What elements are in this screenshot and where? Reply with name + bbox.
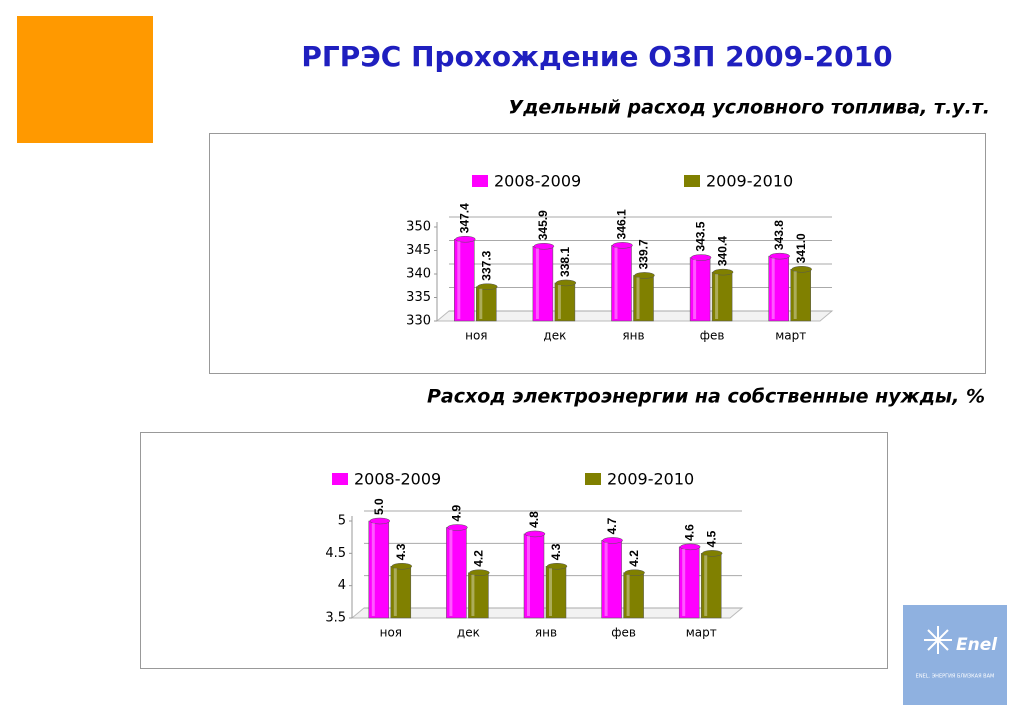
orange-block (17, 16, 153, 143)
legend-label: 2009-2010 (706, 172, 793, 191)
bar-shine (535, 248, 539, 319)
legend-label: 2008-2009 (494, 172, 581, 191)
value-label: 338.1 (558, 247, 572, 277)
slide-title: РГРЭС Прохождение ОЗП 2009-2010 (301, 40, 892, 73)
legend-swatch (332, 473, 348, 485)
value-label: 347.4 (457, 203, 471, 233)
x-tick-label: март (775, 329, 806, 343)
value-label: 343.8 (772, 220, 786, 250)
bar-cap (555, 279, 577, 287)
chart-frame (140, 432, 888, 669)
logo-name: Enel (956, 635, 998, 655)
x-tick-label: март (686, 626, 717, 640)
value-label: 337.3 (479, 250, 493, 280)
bar-shine (549, 568, 552, 616)
y-tick-label: 5 (338, 514, 346, 529)
bar-cap (447, 524, 468, 531)
chart-frame (209, 133, 986, 374)
value-label: 4.7 (605, 517, 619, 534)
y-tick-label: 340 (406, 267, 431, 282)
bar-shine (715, 274, 719, 319)
x-tick-label: дек (543, 329, 566, 343)
value-label: 4.3 (394, 543, 408, 560)
value-label: 4.6 (682, 524, 696, 541)
legend-swatch (472, 175, 488, 187)
value-label: 4.2 (627, 550, 641, 567)
x-tick-label: ноя (465, 329, 487, 343)
bar-cap (791, 266, 812, 273)
bar-cap (469, 569, 490, 576)
bar-shine (393, 568, 397, 616)
bar-shine (636, 277, 640, 319)
bar-shine (793, 271, 797, 319)
logo-box (903, 605, 1007, 705)
bar-cap (391, 563, 413, 570)
y-tick-label: 330 (406, 314, 431, 329)
value-label: 5.0 (372, 498, 386, 515)
legend-swatch (585, 473, 601, 485)
bar-cap (524, 530, 546, 538)
bar-shine (604, 542, 608, 616)
bar-shine (471, 574, 475, 616)
bar-shine (371, 523, 375, 616)
bar-shine (682, 548, 686, 616)
value-label: 4.5 (704, 530, 718, 547)
value-label: 345.9 (536, 210, 550, 240)
x-tick-label: фев (611, 626, 636, 640)
value-label: 343.5 (693, 221, 707, 251)
value-label: 339.7 (637, 239, 651, 269)
bar-cap (533, 243, 555, 250)
y-tick-label: 4 (338, 578, 346, 593)
bar-cap (701, 550, 723, 557)
bar-cap (546, 563, 568, 570)
value-label: 346.1 (615, 209, 629, 239)
value-label: 4.2 (472, 550, 486, 567)
x-tick-label: фев (700, 329, 725, 343)
y-tick-label: 3.5 (325, 611, 346, 626)
bar-shine (614, 247, 618, 319)
x-tick-label: дек (457, 626, 480, 640)
x-tick-label: янв (535, 626, 557, 640)
chart-title: Расход электроэнергии на собственные нуж… (427, 386, 985, 408)
bar-shine (527, 535, 530, 616)
value-label: 340.4 (715, 236, 729, 266)
logo-tagline: ENEL. ЭНЕРГИЯ БЛИЗКАЯ ВАМ (916, 674, 995, 680)
bar-cap (679, 543, 701, 551)
y-tick-label: 350 (406, 220, 431, 235)
bar-shine (479, 288, 483, 319)
legend-swatch (684, 175, 700, 187)
bar-shine (557, 284, 561, 319)
bar-cap (624, 569, 645, 576)
value-label: 4.9 (450, 504, 464, 521)
bar-cap (612, 242, 633, 249)
value-label: 4.8 (527, 511, 541, 528)
value-label: 4.3 (549, 543, 563, 560)
y-tick-label: 4.5 (325, 546, 346, 561)
y-tick-label: 335 (406, 290, 431, 305)
bar-shine (704, 555, 708, 616)
bar-cap (602, 537, 623, 544)
bar-cap (769, 252, 790, 260)
value-label: 341.0 (794, 233, 808, 263)
bar-cap (455, 235, 476, 243)
bar-shine (771, 258, 775, 319)
x-tick-label: ноя (380, 626, 402, 640)
bar-cap (712, 268, 734, 276)
legend-label: 2008-2009 (354, 470, 441, 489)
bar-cap (369, 517, 391, 525)
bar-shine (693, 259, 697, 319)
x-tick-label: янв (622, 329, 644, 343)
bar-shine (457, 241, 461, 319)
bar-cap (477, 283, 498, 290)
bar-shine (626, 574, 630, 616)
bar-cap (690, 254, 712, 261)
logo-icon (924, 626, 952, 654)
y-tick-label: 345 (406, 243, 431, 258)
bar-cap (634, 272, 655, 279)
bar-shine (449, 529, 453, 616)
chart-title: Удельный расход условного топлива, т.у.т… (508, 97, 990, 119)
legend-label: 2009-2010 (607, 470, 694, 489)
